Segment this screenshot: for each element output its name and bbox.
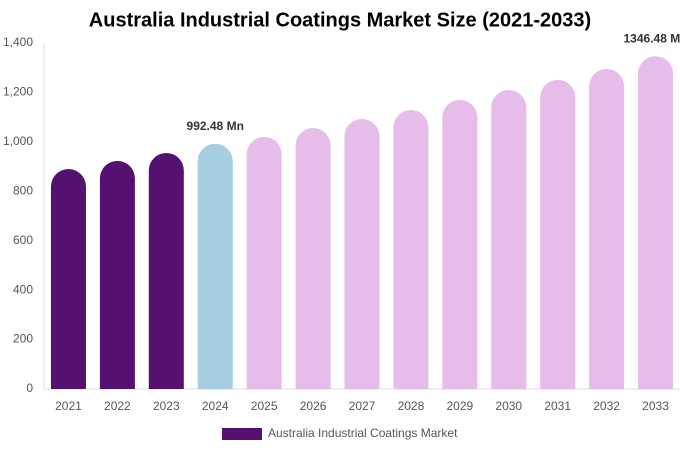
legend-swatch [222, 428, 262, 440]
x-tick-label: 2032 [593, 399, 620, 413]
legend-label: Australia Industrial Coatings Market [268, 426, 458, 440]
bar [50, 169, 86, 389]
bar [99, 160, 135, 389]
y-tick-label: 800 [13, 183, 33, 197]
x-tick-label: 2025 [251, 399, 278, 413]
bar [148, 152, 184, 389]
x-tick-label: 2030 [495, 399, 522, 413]
x-tick-label: 2028 [398, 399, 425, 413]
y-tick-label: 400 [13, 282, 33, 296]
value-label: 1346.48 Mn [624, 31, 680, 45]
y-tick-label: 0 [26, 381, 33, 395]
x-tick-label: 2024 [202, 399, 229, 413]
y-tick-label: 200 [13, 332, 33, 346]
x-tick-label: 2021 [55, 399, 82, 413]
bar [638, 56, 674, 390]
bar [197, 143, 233, 389]
x-tick-label: 2033 [642, 399, 669, 413]
y-tick-label: 1,400 [3, 35, 33, 49]
x-tick-label: 2029 [446, 399, 473, 413]
y-tick-label: 1,200 [3, 85, 33, 99]
bar [540, 79, 576, 390]
bar [491, 89, 527, 389]
bar [442, 99, 478, 389]
x-tick-label: 2023 [153, 399, 180, 413]
y-tick-label: 600 [13, 233, 33, 247]
x-tick-label: 2027 [349, 399, 376, 413]
chart-title: Australia Industrial Coatings Market Siz… [89, 9, 591, 31]
bar [589, 68, 625, 389]
x-tick-label: 2022 [104, 399, 131, 413]
x-tick-label: 2031 [544, 399, 571, 413]
x-tick-label: 2026 [300, 399, 327, 413]
bar [393, 109, 429, 390]
bar [246, 136, 282, 389]
bar [295, 128, 331, 389]
bar [344, 118, 380, 389]
y-tick-label: 1,000 [3, 134, 33, 148]
value-label: 992.48 Mn [187, 119, 244, 133]
